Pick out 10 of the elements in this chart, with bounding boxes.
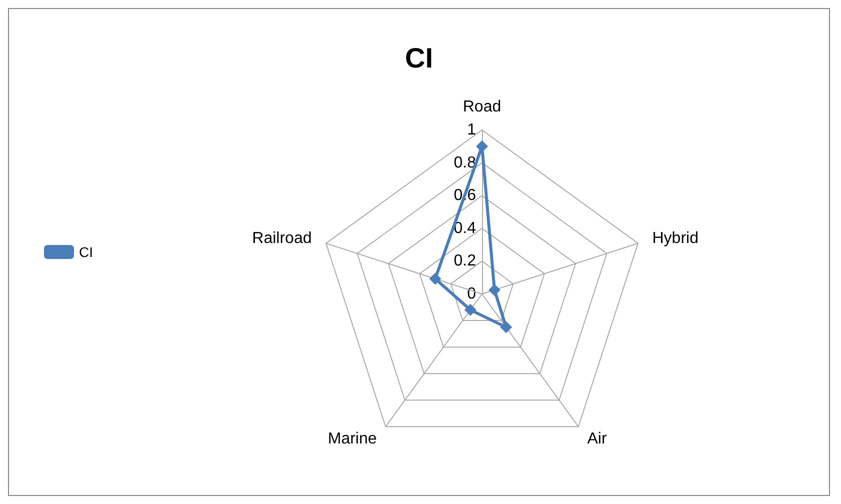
spoke-label: Road [462, 98, 502, 116]
y-tick-label: 0.2 [454, 252, 476, 270]
y-tick-label: 1 [467, 122, 476, 138]
y-tick-label: 0.8 [454, 154, 476, 172]
chart-title: CI [405, 42, 433, 74]
spoke-label: Hybrid [652, 230, 698, 248]
spoke-label: Air [587, 430, 608, 448]
legend-label: CI [79, 244, 93, 260]
spoke-label: Marine [328, 430, 377, 448]
spoke-label: Railroad [252, 230, 312, 248]
